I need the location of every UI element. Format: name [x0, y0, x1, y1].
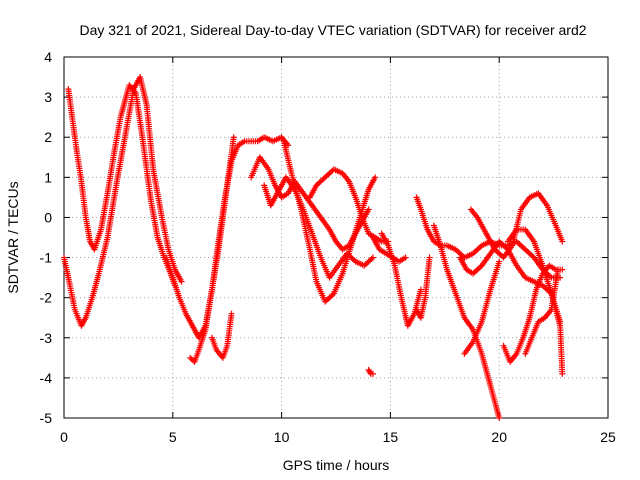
data-point — [230, 134, 237, 141]
data-point — [365, 206, 372, 213]
data-point — [554, 266, 561, 273]
data-point — [559, 238, 566, 245]
axis-ticks: 0 5 10 15 20 25 -5 -4 -3 -2 -1 0 1 2 3 4 — [40, 49, 616, 445]
series-arc-16 — [461, 258, 503, 357]
series-arc-12 — [365, 366, 376, 377]
x-axis-label: GPS time / hours — [283, 457, 390, 473]
chart-title: Day 321 of 2021, Sidereal Day-to-day VTE… — [79, 22, 586, 38]
y-tick-label: -3 — [40, 330, 53, 346]
x-tick-label: 25 — [600, 429, 616, 445]
series-arc-1 — [61, 74, 185, 329]
series-arc-8 — [280, 138, 379, 305]
y-tick-label: 0 — [44, 209, 52, 225]
y-tick-label: -2 — [40, 290, 53, 306]
plot-frame — [63, 56, 609, 419]
y-tick-label: 2 — [44, 129, 52, 145]
data-point — [228, 310, 235, 317]
data-point — [367, 369, 374, 376]
data-point — [402, 254, 409, 261]
series-arc-5 — [208, 310, 235, 361]
x-tick-label: 10 — [274, 429, 290, 445]
series-arc-4 — [187, 134, 237, 365]
x-tick-label: 5 — [169, 429, 177, 445]
data-point — [372, 174, 379, 181]
x-tick-label: 15 — [383, 429, 399, 445]
y-tick-label: 1 — [44, 169, 52, 185]
data-point — [426, 254, 433, 261]
series-arc-15 — [413, 254, 433, 321]
y-tick-label: -5 — [40, 410, 53, 426]
data-point — [496, 258, 503, 265]
series-arc-18 — [467, 190, 566, 261]
data-point — [369, 254, 376, 261]
y-tick-label: 3 — [44, 89, 52, 105]
data-point — [559, 370, 566, 377]
data-point — [369, 370, 376, 377]
data-point — [496, 415, 503, 421]
data-points — [61, 74, 566, 421]
x-tick-label: 20 — [491, 429, 507, 445]
data-point — [417, 286, 424, 293]
grid — [64, 57, 608, 418]
series-arc-11 — [369, 234, 409, 265]
y-tick-label: -1 — [40, 250, 53, 266]
y-axis-label: SDTVAR / TECUs — [5, 181, 21, 293]
data-point — [178, 278, 185, 285]
series-arc-20 — [504, 226, 566, 377]
series-arc-21 — [522, 266, 561, 357]
y-tick-label: -4 — [40, 370, 53, 386]
y-tick-label: 4 — [44, 49, 52, 65]
x-tick-label: 0 — [60, 429, 68, 445]
